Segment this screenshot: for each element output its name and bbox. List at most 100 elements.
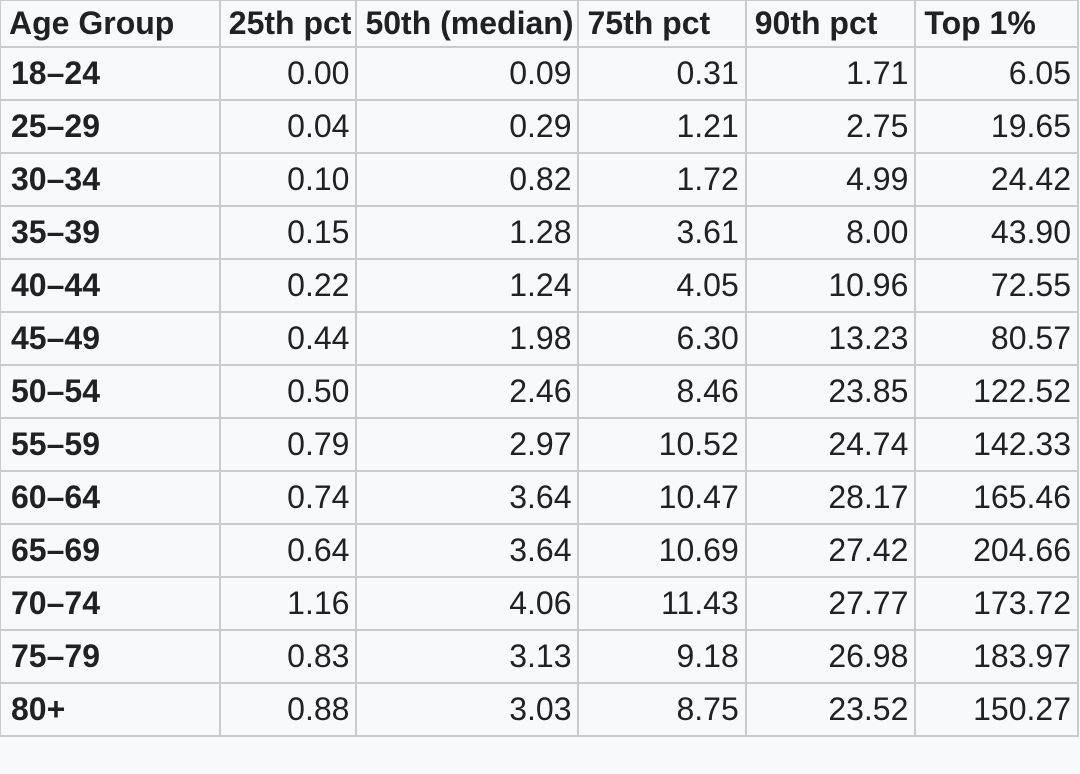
cell-25th-pct: 0.74 [218, 470, 358, 525]
cell-90th-pct: 1.71 [744, 46, 917, 101]
cell-25th-pct: 0.00 [218, 46, 358, 101]
table-row: 65–69 0.64 3.64 10.69 27.42 204.66 [0, 523, 1079, 578]
table-row: 60–64 0.74 3.64 10.47 28.17 165.46 [0, 470, 1079, 525]
cell-25th-pct: 0.50 [218, 364, 358, 419]
table-row: 25–29 0.04 0.29 1.21 2.75 19.65 [0, 99, 1079, 154]
cell-75th-pct: 11.43 [577, 576, 747, 631]
table-row: 75–79 0.83 3.13 9.18 26.98 183.97 [0, 629, 1079, 684]
cell-top-1-pct: 72.55 [914, 258, 1079, 313]
cell-75th-pct: 10.52 [577, 417, 747, 472]
cell-50th-median: 3.64 [355, 523, 580, 578]
cell-75th-pct: 10.47 [577, 470, 747, 525]
cell-90th-pct: 26.98 [744, 629, 917, 684]
cell-75th-pct: 3.61 [577, 205, 747, 260]
row-label-age-group: 70–74 [0, 576, 221, 631]
cell-25th-pct: 0.15 [218, 205, 358, 260]
column-header-50th-median: 50th (median) [355, 0, 580, 48]
cell-top-1-pct: 24.42 [914, 152, 1079, 207]
wealth-percentile-table: Age Group 25th pct 50th (median) 75th pct 90… [0, 0, 1079, 737]
column-header-age-group: Age Group [0, 0, 221, 48]
cell-90th-pct: 27.42 [744, 523, 917, 578]
cell-top-1-pct: 173.72 [914, 576, 1079, 631]
table-row: 35–39 0.15 1.28 3.61 8.00 43.90 [0, 205, 1079, 260]
row-label-age-group: 40–44 [0, 258, 221, 313]
cell-75th-pct: 0.31 [577, 46, 747, 101]
row-label-age-group: 60–64 [0, 470, 221, 525]
cell-50th-median: 3.13 [355, 629, 580, 684]
cell-50th-median: 0.09 [355, 46, 580, 101]
cell-25th-pct: 0.44 [218, 311, 358, 366]
cell-50th-median: 4.06 [355, 576, 580, 631]
column-header-90th-pct: 90th pct [744, 0, 917, 48]
cell-90th-pct: 23.52 [744, 682, 917, 737]
cell-25th-pct: 0.22 [218, 258, 358, 313]
table-row: 30–34 0.10 0.82 1.72 4.99 24.42 [0, 152, 1079, 207]
cell-90th-pct: 24.74 [744, 417, 917, 472]
cell-top-1-pct: 183.97 [914, 629, 1079, 684]
cell-90th-pct: 13.23 [744, 311, 917, 366]
cell-50th-median: 1.28 [355, 205, 580, 260]
table-row: 55–59 0.79 2.97 10.52 24.74 142.33 [0, 417, 1079, 472]
row-label-age-group: 80+ [0, 682, 221, 737]
row-label-age-group: 45–49 [0, 311, 221, 366]
row-label-age-group: 18–24 [0, 46, 221, 101]
cell-75th-pct: 1.72 [577, 152, 747, 207]
cell-top-1-pct: 142.33 [914, 417, 1079, 472]
cell-75th-pct: 10.69 [577, 523, 747, 578]
cell-top-1-pct: 122.52 [914, 364, 1079, 419]
cell-90th-pct: 28.17 [744, 470, 917, 525]
row-label-age-group: 75–79 [0, 629, 221, 684]
table-row: 50–54 0.50 2.46 8.46 23.85 122.52 [0, 364, 1079, 419]
column-header-75th-pct: 75th pct [577, 0, 747, 48]
cell-75th-pct: 9.18 [577, 629, 747, 684]
cell-50th-median: 0.82 [355, 152, 580, 207]
cell-25th-pct: 0.88 [218, 682, 358, 737]
cell-90th-pct: 23.85 [744, 364, 917, 419]
cell-90th-pct: 4.99 [744, 152, 917, 207]
cell-50th-median: 2.97 [355, 417, 580, 472]
cell-top-1-pct: 165.46 [914, 470, 1079, 525]
cell-90th-pct: 8.00 [744, 205, 917, 260]
table-body: 18–24 0.00 0.09 0.31 1.71 6.05 25–29 0.04 0.29 1.… [0, 46, 1079, 737]
column-header-top-1-pct: Top 1% [914, 0, 1079, 48]
cell-25th-pct: 0.83 [218, 629, 358, 684]
row-label-age-group: 30–34 [0, 152, 221, 207]
table-row: 18–24 0.00 0.09 0.31 1.71 6.05 [0, 46, 1079, 101]
table-row: 40–44 0.22 1.24 4.05 10.96 72.55 [0, 258, 1079, 313]
cell-50th-median: 0.29 [355, 99, 580, 154]
cell-top-1-pct: 6.05 [914, 46, 1079, 101]
cell-75th-pct: 4.05 [577, 258, 747, 313]
column-header-25th-pct: 25th pct [218, 0, 358, 48]
table-row: 70–74 1.16 4.06 11.43 27.77 173.72 [0, 576, 1079, 631]
cell-50th-median: 3.64 [355, 470, 580, 525]
cell-25th-pct: 0.04 [218, 99, 358, 154]
row-label-age-group: 50–54 [0, 364, 221, 419]
cell-90th-pct: 10.96 [744, 258, 917, 313]
row-label-age-group: 65–69 [0, 523, 221, 578]
table-row: 45–49 0.44 1.98 6.30 13.23 80.57 [0, 311, 1079, 366]
cell-50th-median: 1.24 [355, 258, 580, 313]
cell-50th-median: 2.46 [355, 364, 580, 419]
cell-75th-pct: 1.21 [577, 99, 747, 154]
cell-75th-pct: 6.30 [577, 311, 747, 366]
row-label-age-group: 25–29 [0, 99, 221, 154]
cell-90th-pct: 2.75 [744, 99, 917, 154]
cell-25th-pct: 0.64 [218, 523, 358, 578]
cell-75th-pct: 8.75 [577, 682, 747, 737]
cell-50th-median: 3.03 [355, 682, 580, 737]
cell-25th-pct: 0.10 [218, 152, 358, 207]
row-label-age-group: 55–59 [0, 417, 221, 472]
cell-75th-pct: 8.46 [577, 364, 747, 419]
cell-50th-median: 1.98 [355, 311, 580, 366]
cell-90th-pct: 27.77 [744, 576, 917, 631]
cell-top-1-pct: 204.66 [914, 523, 1079, 578]
table-row: 80+ 0.88 3.03 8.75 23.52 150.27 [0, 682, 1079, 737]
cell-top-1-pct: 43.90 [914, 205, 1079, 260]
cell-top-1-pct: 150.27 [914, 682, 1079, 737]
header-row: Age Group 25th pct 50th (median) 75th pct 90… [0, 0, 1079, 48]
cell-top-1-pct: 19.65 [914, 99, 1079, 154]
row-label-age-group: 35–39 [0, 205, 221, 260]
cell-top-1-pct: 80.57 [914, 311, 1079, 366]
cell-25th-pct: 1.16 [218, 576, 358, 631]
cell-25th-pct: 0.79 [218, 417, 358, 472]
